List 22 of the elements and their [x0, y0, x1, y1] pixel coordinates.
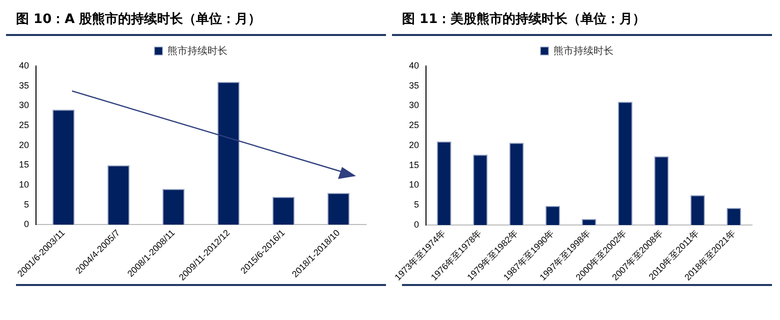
chart-title: 图 10：A 股熊市的持续时长（单位：月） [6, 0, 386, 36]
y-tick-label: 25 [18, 120, 30, 130]
chart-title: 图 11：美股熊市的持续时长（单位：月） [392, 0, 772, 36]
y-tick-label: 20 [408, 140, 419, 150]
y-tick-label: 20 [18, 140, 30, 150]
y-tick-label: 5 [24, 199, 30, 210]
y-tick-label: 10 [408, 180, 419, 190]
y-tick-label: 30 [408, 100, 419, 110]
y-tick-label: 35 [18, 80, 30, 90]
y-tick-label: 10 [18, 180, 30, 190]
y-tick-label: 0 [414, 219, 419, 230]
y-tick-label: 15 [408, 160, 419, 170]
y-tick-label: 40 [408, 60, 419, 70]
y-tick-label: 35 [408, 80, 419, 90]
legend-label: 熊市持续时长 [168, 44, 228, 57]
legend-label: 熊市持续时长 [554, 44, 614, 57]
y-tick-label: 5 [414, 200, 419, 210]
y-tick-label: 30 [18, 100, 30, 110]
y-tick-label: 25 [408, 120, 419, 130]
y-tick-label: 40 [18, 60, 30, 70]
y-tick-label: 15 [18, 160, 30, 170]
y-tick-label: 0 [24, 219, 30, 230]
